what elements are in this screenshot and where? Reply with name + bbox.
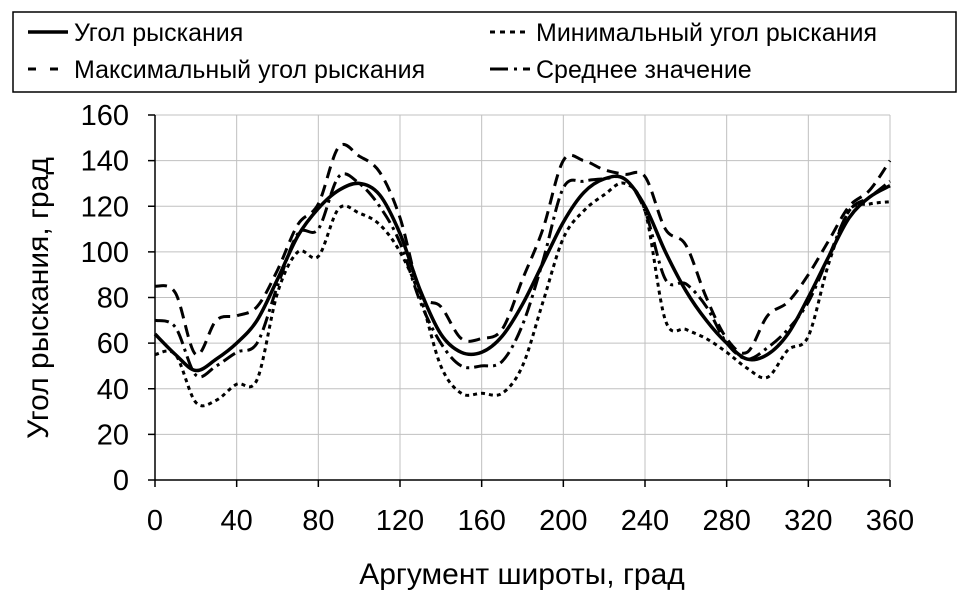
y-tick-label: 160 [81, 100, 129, 132]
grid [154, 114, 891, 481]
y-tick-labels: 0 20 40 60 80 100 120 140 160 [81, 100, 129, 497]
series-3-legend-label: Среднее значение [536, 56, 752, 84]
y-tick-label: 40 [97, 374, 129, 406]
x-tick-label: 320 [784, 505, 832, 537]
series-0-line [153, 174, 891, 373]
x-tick-label: 360 [866, 505, 914, 537]
series-2-legend-label: Максимальный угол рыскания [74, 56, 425, 84]
y-axis-title: Угол рыскания, град [22, 157, 55, 439]
series-0-legend-label: Угол рыскания [74, 19, 243, 47]
series-2-line [154, 142, 892, 357]
x-tick-label: 280 [702, 505, 750, 537]
y-tick-label: 0 [113, 465, 129, 497]
x-tick-label: 120 [376, 505, 424, 537]
y-tick-label: 60 [97, 328, 129, 360]
x-tick-label: 40 [221, 505, 253, 537]
y-tick-label: 80 [97, 283, 129, 315]
x-tick-label: 160 [457, 505, 505, 537]
series-1-line [154, 181, 891, 408]
legend: Угол рыскания Минимальный угол рыскания Ма… [12, 11, 957, 93]
x-tick-labels: 0 40 80 120 160 200 240 280 320 360 [147, 505, 914, 537]
series-group [153, 142, 892, 408]
x-tick-label: 0 [147, 505, 163, 537]
x-tick-label: 80 [302, 505, 334, 537]
x-tick-label: 200 [539, 505, 587, 537]
y-tick-label: 20 [97, 419, 129, 451]
plot-area: 0 40 80 120 160 200 240 280 320 360 0 20 40 60 80 100 1… [81, 100, 915, 537]
y-tick-label: 120 [81, 191, 129, 223]
axes [148, 114, 891, 487]
x-axis-title: Аргумент широты, град [359, 558, 685, 591]
x-tick-label: 240 [621, 505, 669, 537]
y-tick-label: 140 [81, 146, 129, 178]
series-1-legend-label: Минимальный угол рыскания [536, 19, 877, 47]
y-tick-label: 100 [81, 237, 129, 269]
series-3-line [154, 172, 891, 379]
legend-box [12, 11, 957, 93]
